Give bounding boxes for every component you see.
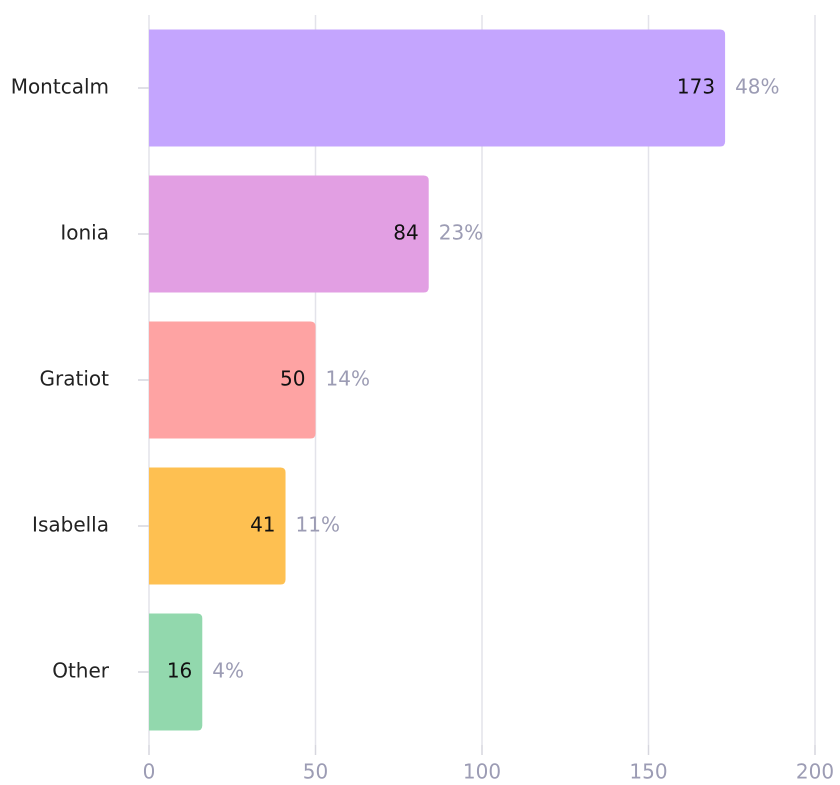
- share-label: 11%: [296, 513, 340, 537]
- value-label: 84: [393, 221, 418, 245]
- y-tick-label: Isabella: [32, 513, 109, 537]
- value-label: 16: [167, 659, 192, 683]
- x-tick-label: 150: [629, 760, 667, 784]
- share-label: 23%: [439, 221, 483, 245]
- x-tick-label: 100: [463, 760, 501, 784]
- share-label: 14%: [326, 367, 370, 391]
- share-label: 4%: [212, 659, 244, 683]
- y-tick-label: Other: [52, 659, 110, 683]
- bar: [149, 613, 203, 731]
- value-label: 50: [280, 367, 305, 391]
- value-label: 41: [250, 513, 275, 537]
- y-tick-label: Montcalm: [11, 75, 109, 99]
- x-tick-label: 0: [143, 760, 156, 784]
- y-tick-label: Gratiot: [40, 367, 110, 391]
- y-tick-label: Ionia: [60, 221, 109, 245]
- value-label: 173: [677, 75, 715, 99]
- share-label: 48%: [735, 75, 779, 99]
- x-tick-label: 50: [303, 760, 328, 784]
- x-tick-label: 200: [796, 760, 834, 784]
- bar: [149, 467, 286, 585]
- bar: [149, 175, 429, 293]
- bar: [149, 321, 316, 439]
- bar: [149, 29, 726, 147]
